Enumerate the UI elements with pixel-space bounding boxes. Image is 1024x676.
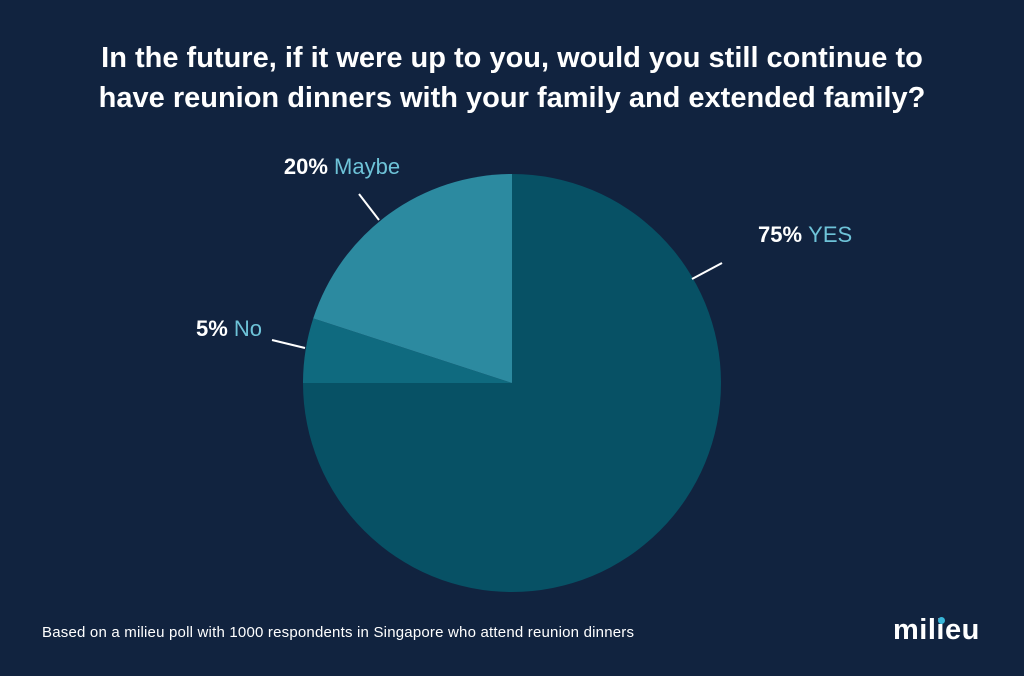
- footnote: Based on a milieu poll with 1000 respond…: [42, 624, 635, 641]
- logo-text-end: eu: [944, 614, 980, 646]
- slice-category-yes: YES: [808, 222, 852, 247]
- logo-dot-icon: [937, 617, 945, 624]
- chart-title-line-1: In the future, if it were up to you, wou…: [101, 42, 923, 74]
- slice-value-maybe: 20%: [284, 154, 334, 179]
- pie-slice-maybe: [313, 174, 512, 383]
- slice-label-yes: 75% YES: [758, 222, 852, 247]
- leader-line-yes: [691, 262, 723, 280]
- slice-label-no: 5% No: [196, 316, 262, 341]
- slice-value-no: 5%: [196, 316, 234, 341]
- chart-title: In the future, if it were up to you, wou…: [0, 38, 1024, 118]
- chart-title-line-2: have reunion dinners with your family an…: [98, 82, 926, 114]
- slice-value-yes: 75%: [758, 222, 808, 247]
- milieu-logo: mili eu: [893, 614, 980, 647]
- logo-i: i: [936, 614, 945, 646]
- slice-category-no: No: [234, 316, 262, 341]
- logo-text-i: i: [936, 614, 945, 646]
- pie-slice-no: [303, 318, 512, 383]
- slice-category-maybe: Maybe: [334, 154, 400, 179]
- leader-line-no: [271, 339, 306, 349]
- leader-line-maybe: [358, 193, 380, 221]
- slice-label-maybe: 20% Maybe: [284, 154, 400, 179]
- logo-text-start: mil: [893, 614, 937, 646]
